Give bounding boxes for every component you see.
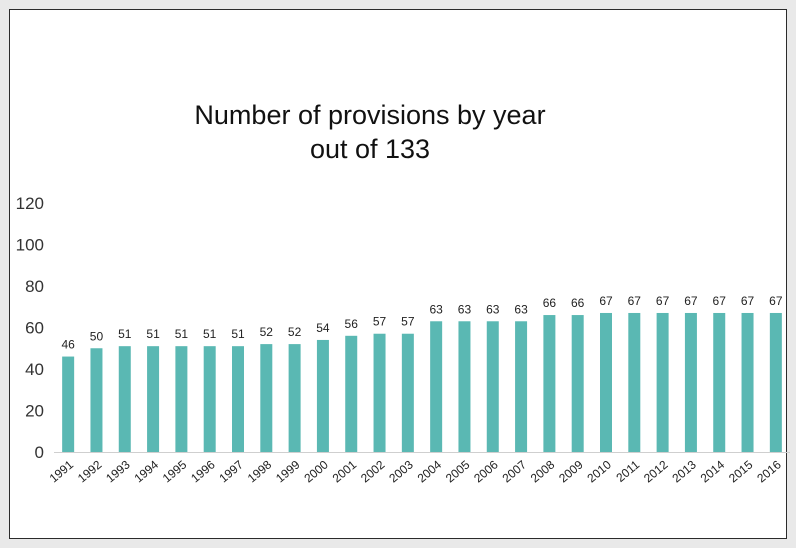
bar (232, 346, 244, 452)
y-tick-label: 20 (25, 402, 44, 421)
x-tick-label: 1992 (75, 457, 105, 485)
data-label: 56 (345, 317, 359, 331)
x-tick-label: 2002 (358, 457, 388, 485)
data-label: 51 (118, 327, 132, 341)
data-label: 52 (288, 325, 302, 339)
x-tick-label: 1998 (245, 457, 275, 485)
data-label: 67 (741, 294, 755, 308)
data-label: 57 (373, 315, 387, 329)
bars (62, 312, 782, 452)
bar (260, 344, 273, 452)
x-axis-ticks: 1991199219931994199519961997199819992000… (47, 457, 784, 485)
data-label: 51 (175, 327, 189, 341)
x-tick-label: 2008 (528, 457, 558, 485)
y-axis: 0 20 40 60 80 100 120 (16, 194, 44, 462)
data-label: 66 (543, 296, 557, 310)
bar (600, 312, 612, 452)
x-tick-label: 2007 (500, 457, 530, 485)
data-label: 50 (90, 329, 104, 343)
x-tick-label: 1993 (103, 457, 133, 485)
bar (147, 346, 160, 452)
x-tick-label: 2012 (641, 457, 671, 485)
x-tick-label: 2004 (415, 457, 445, 485)
x-tick-label: 2015 (726, 457, 756, 485)
x-tick-label: 2014 (698, 457, 728, 485)
x-tick-label: 2001 (330, 457, 360, 485)
data-label: 67 (656, 294, 670, 308)
data-label: 66 (571, 296, 585, 310)
x-tick-label: 1999 (273, 457, 303, 485)
data-label: 57 (401, 315, 415, 329)
x-tick-label: 2009 (556, 457, 586, 485)
bar (316, 339, 329, 452)
y-tick-label: 0 (35, 443, 44, 462)
data-label: 63 (458, 302, 472, 316)
bar (515, 321, 528, 452)
bar (118, 346, 131, 452)
x-tick-label: 1996 (188, 457, 218, 485)
bar (741, 312, 754, 452)
bar (401, 333, 414, 452)
bar (203, 346, 216, 452)
bar (769, 312, 782, 452)
bar (373, 333, 386, 452)
chart-subtitle: out of 133 (309, 134, 431, 164)
data-labels: 46 50 51 51 51 51 51 52 52 54 56 57 57 63 63 63 63 66 66 67… (61, 294, 782, 352)
y-tick-label: 80 (25, 277, 44, 296)
x-tick-label: 1995 (160, 457, 190, 485)
data-label: 67 (684, 294, 698, 308)
x-tick-label: 2016 (754, 457, 784, 485)
bar (656, 312, 669, 452)
data-label: 46 (61, 338, 75, 352)
data-label: 52 (260, 325, 274, 339)
chart-title-block: Number of provisions by year out of 133 (80, 98, 660, 166)
data-label: 63 (429, 302, 443, 316)
bar (571, 315, 584, 452)
data-label: 67 (769, 294, 783, 308)
data-label: 51 (231, 327, 245, 341)
bar (175, 346, 188, 452)
bar (543, 315, 556, 452)
data-label: 51 (203, 327, 217, 341)
x-tick-label: 2005 (443, 457, 473, 485)
bar (458, 321, 471, 452)
bar (713, 312, 726, 452)
x-tick-label: 2013 (669, 457, 699, 485)
data-label: 51 (146, 327, 160, 341)
data-label: 54 (316, 321, 330, 335)
bar (430, 321, 443, 452)
x-tick-label: 2000 (301, 457, 331, 485)
data-label: 67 (628, 294, 642, 308)
data-label: 67 (599, 294, 613, 308)
y-tick-label: 40 (25, 360, 44, 379)
data-label: 63 (514, 302, 528, 316)
data-label: 67 (713, 294, 727, 308)
bar (90, 348, 103, 452)
x-tick-label: 1994 (132, 457, 162, 485)
x-tick-label: 1991 (47, 457, 77, 485)
x-tick-label: 2003 (386, 457, 416, 485)
x-tick-label: 1997 (216, 457, 246, 485)
data-label: 63 (486, 302, 500, 316)
bar (486, 321, 499, 452)
x-tick-label: 2010 (584, 457, 614, 485)
bar (345, 335, 358, 452)
x-tick-label: 2006 (471, 457, 501, 485)
bar (288, 344, 301, 452)
bar (628, 312, 641, 452)
chart-title: Number of provisions by year (194, 100, 546, 130)
y-tick-label: 120 (16, 194, 44, 213)
bar (684, 312, 697, 452)
bar (62, 356, 75, 452)
y-tick-label: 100 (16, 236, 44, 255)
x-tick-label: 2011 (613, 457, 642, 485)
y-tick-label: 60 (25, 319, 44, 338)
